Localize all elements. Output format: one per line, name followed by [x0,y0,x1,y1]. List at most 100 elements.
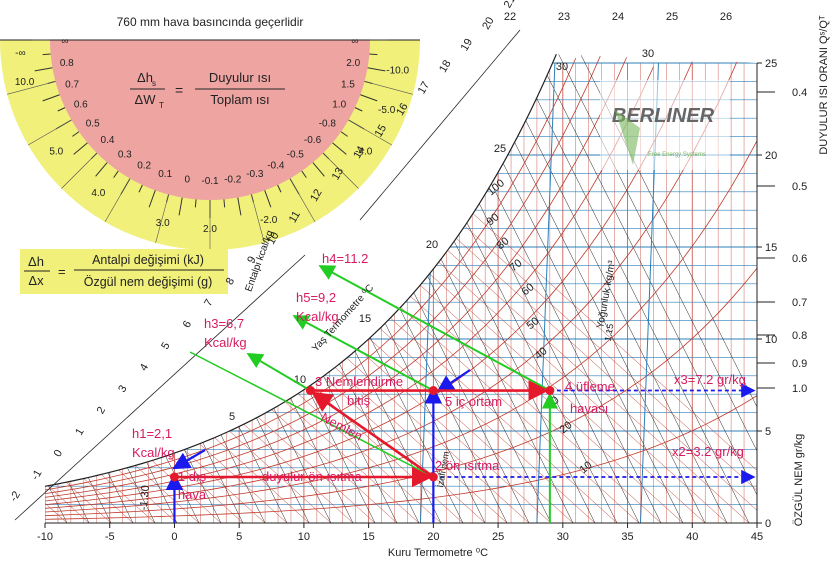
wet-bulb-line [350,142,757,524]
wet-bulb-line [45,142,46,524]
protractor-tick [34,67,53,72]
protractor-tick [301,170,307,178]
enthalpy-tick-label: 7 [202,297,215,308]
state-label-5: 5 iç ortam [445,394,502,409]
protractor-tick [237,197,242,216]
top-tick-label: 23 [558,11,570,23]
protractor-inner-label: 1.5 [341,79,355,90]
enthalpy-line [404,54,706,524]
formula-equals: = [58,264,66,279]
wet-bulb-line [45,142,68,524]
annotation-label: h4=11.2 [322,251,368,266]
humidification-process-line [311,391,435,479]
protractor-outer-label: -4.0 [355,147,373,158]
ratio-tick-label: 0.6 [792,253,807,265]
y-tick-label: 5 [765,426,771,438]
enthalpy-tick-label: 20 [480,15,497,32]
formula-lhs-top: Δh [28,254,44,269]
protractor-inner-disk [50,40,370,200]
protractor-ray [348,119,393,146]
fraction-top-sub: s [152,79,156,88]
ratio-tick-label: 0.9 [792,358,807,370]
enthalpy-tick-label: 0 [52,448,65,459]
enthalpy-tick-label: -2 [8,489,23,503]
formula-box: Δh Δx = Antalpi değişimi (kJ) Özgül nem … [20,249,228,294]
protractor-outer-label: 2.0 [203,224,217,235]
protractor-outer-label: 10.0 [15,77,35,88]
wet-bulb-tick-label: 20 [426,239,438,251]
top-tick-label: 25 [666,11,678,23]
protractor-tick [354,107,363,112]
protractor-ray [61,152,98,189]
relative-humidity-tick-label: 80 [495,235,512,252]
enthalpy-tick-label: 5 [159,340,172,351]
enthalpy-line [514,54,757,524]
protractor-inner-label: -0.8 [319,118,337,129]
protractor: 760 mm hava basıncında geçerlidir Δh s Δ… [0,15,420,250]
volume-value-label: 1.15 [603,323,616,342]
enthalpy-h3-line [246,352,311,392]
protractor-tick [360,94,378,102]
ratio-tick-label: 0.7 [792,297,807,309]
x-tick-label: 15 [363,531,375,543]
ratio-top: Duyulur ısı [209,70,271,85]
protractor-tick [42,94,60,102]
x-tick-label: 10 [298,531,310,543]
wet-bulb-tick-label: 30 [556,61,568,73]
protractor-inner-label: -0.2 [224,174,242,185]
annotation-unit: Kcal/kg [132,445,175,460]
ratio-bottom: Toplam ısı [210,92,269,107]
enthalpy-line [382,54,684,524]
enthalpy-tick-label: -1 [29,468,44,482]
protractor-inner-label: -0.4 [267,161,285,172]
protractor-ray [251,194,265,243]
ratio-tick-label: 0.5 [792,181,807,193]
relative-humidity-curve [45,54,628,498]
enthalpy-line [448,54,750,524]
protractor-outer-label: 4.0 [91,188,105,199]
x-tick-label: 25 [492,531,504,543]
fraction-bottom: ΔW [135,92,157,107]
relative-humidity-tick-label: 10 [578,459,595,476]
protractor-tick [369,53,378,56]
enthalpy-tick-label: 21 [502,0,519,10]
protractor-inner-label: 0.6 [74,100,88,111]
protractor-inner-label: ∞ [351,36,358,47]
enthalpy-line [0,0,1,523]
wet-bulb-tick-label: 5 [229,411,235,423]
enthalpy-line [426,54,728,524]
protractor-tick [194,199,197,208]
x-tick-label: 20 [427,531,439,543]
heating-process-label: duyulur ön ısıtma [262,469,362,484]
state-pointer-arrow [172,449,206,470]
protractor-tick [340,131,348,137]
protractor-inner-label: 0 [185,174,191,185]
protractor-ray [289,178,316,223]
protractor-inner-label: 2.0 [346,58,360,69]
fraction-top: Δh [137,70,153,85]
annotation-unit: Kcal/kg [296,309,339,324]
protractor-tick [148,190,156,208]
y-tick-label: 15 [765,242,777,254]
enthalpy-tick-label: 19 [459,37,476,54]
x-tick-label: 5 [236,531,242,543]
state-label-3-line2: bitiş [347,393,371,408]
enthalpy-line [492,54,757,524]
wet-bulb-line [306,142,728,524]
protractor-tick [138,184,143,193]
protractor-inner-label: -0.5 [287,149,305,160]
enthalpy-tick-label: 10 [265,230,282,247]
ratio-axis-label: DUYULUR ISI ORANI Qˢ/Qᵀ [818,15,830,155]
protractor-tick [277,184,282,193]
state-label-4: 4 üfleme [565,379,615,394]
y-tick-label: 10 [765,334,777,346]
ratio-tick-label: 0.4 [792,87,807,99]
protractor-outer-label: -∞ [15,48,25,59]
enthalpy-tick-label: 18 [437,58,454,75]
protractor-ray [155,194,169,243]
enthalpy-tick-label: 8 [224,276,237,287]
enthalpy-tick-label: 14 [351,144,368,161]
protractor-outer-label: 5.0 [49,147,63,158]
wet-bulb-tick-label: 15 [359,313,371,325]
protractor-ray [364,81,413,95]
